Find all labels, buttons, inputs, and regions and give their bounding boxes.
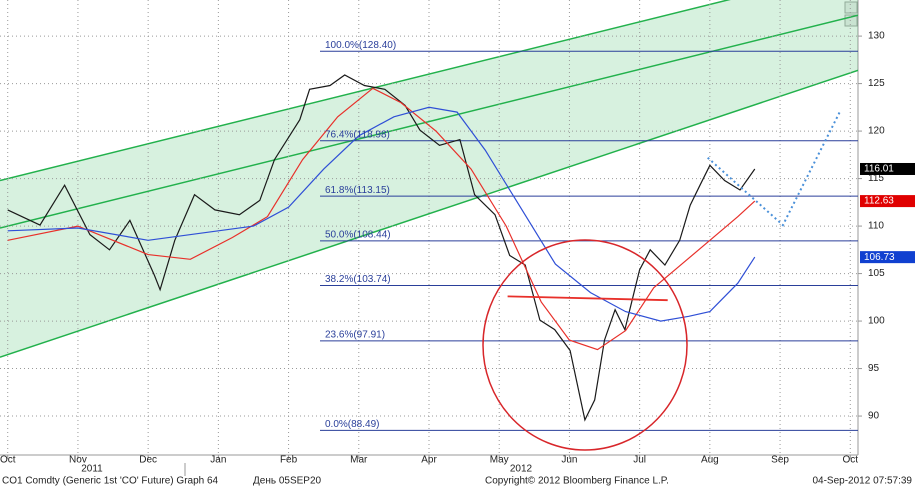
y-tick-label: 105 (868, 268, 885, 279)
y-tick-label: 130 (868, 31, 885, 42)
x-tick-label: Apr (421, 455, 437, 466)
y-tick-label: 95 (868, 363, 880, 374)
support-line (507, 295, 668, 302)
highlight-circle (482, 239, 688, 451)
fib-label: 76.4%(118.98) (325, 129, 390, 140)
series-line (7, 74, 756, 422)
fib-label: 38.2%(103.74) (325, 274, 391, 285)
y-tick-label: 125 (868, 78, 885, 89)
footer-text: День 05SEP20 (253, 476, 322, 487)
x-tick-label: Oct (0, 455, 16, 466)
x-tick-label: Dec (139, 455, 157, 466)
fib-label: 61.8%(113.15) (325, 185, 390, 196)
channel-line (0, 0, 731, 182)
year-label: 2012 (510, 464, 533, 475)
x-tick-label: Sep (771, 455, 789, 466)
price-tag-label: 112.63 (864, 196, 894, 207)
fib-label: 100.0%(128.40) (325, 40, 396, 51)
fib-label: 23.6%(97.91) (325, 330, 385, 341)
y-tick-label: 100 (868, 316, 885, 327)
channel-line (0, 69, 858, 358)
price-tag-label: 106.73 (864, 252, 895, 263)
x-tick-label: Oct (842, 455, 858, 466)
x-tick-label: Jul (633, 455, 646, 466)
channel-line (0, 14, 858, 229)
y-tick-label: 110 (868, 221, 884, 232)
series-line (7, 87, 756, 351)
x-tick-label: Feb (280, 455, 298, 466)
x-tick-label: May (490, 455, 509, 466)
zoom-button[interactable] (844, 14, 858, 27)
footer-text: Copyright© 2012 Bloomberg Finance L.P. (485, 476, 669, 487)
plot-area (0, 0, 858, 455)
x-tick-label: Jun (561, 455, 577, 466)
fib-label: 50.0%(108.44) (325, 230, 391, 241)
x-tick-label: Nov (69, 455, 87, 466)
year-label: 2011 (81, 464, 103, 475)
y-tick-label: 115 (868, 173, 884, 184)
footer-text: 04-Sep-2012 07:57:39 (812, 476, 912, 487)
x-tick-label: Jan (210, 455, 226, 466)
footer-text: CO1 Comdty (Generic 1st 'CO' Future) Gra… (2, 476, 219, 487)
price-tag (860, 162, 915, 175)
series-line (7, 106, 756, 322)
zoom-button[interactable] (844, 1, 858, 14)
price-tag-label: 116.01 (864, 164, 894, 175)
y-tick-label: 90 (868, 411, 880, 422)
forecast-line (707, 111, 841, 227)
x-tick-label: Aug (701, 455, 719, 466)
x-tick-label: Mar (350, 455, 368, 466)
fib-label: 0.0%(88.49) (325, 419, 379, 430)
price-tag (860, 195, 915, 208)
y-tick-label: 120 (868, 126, 885, 137)
price-tag (860, 251, 915, 264)
